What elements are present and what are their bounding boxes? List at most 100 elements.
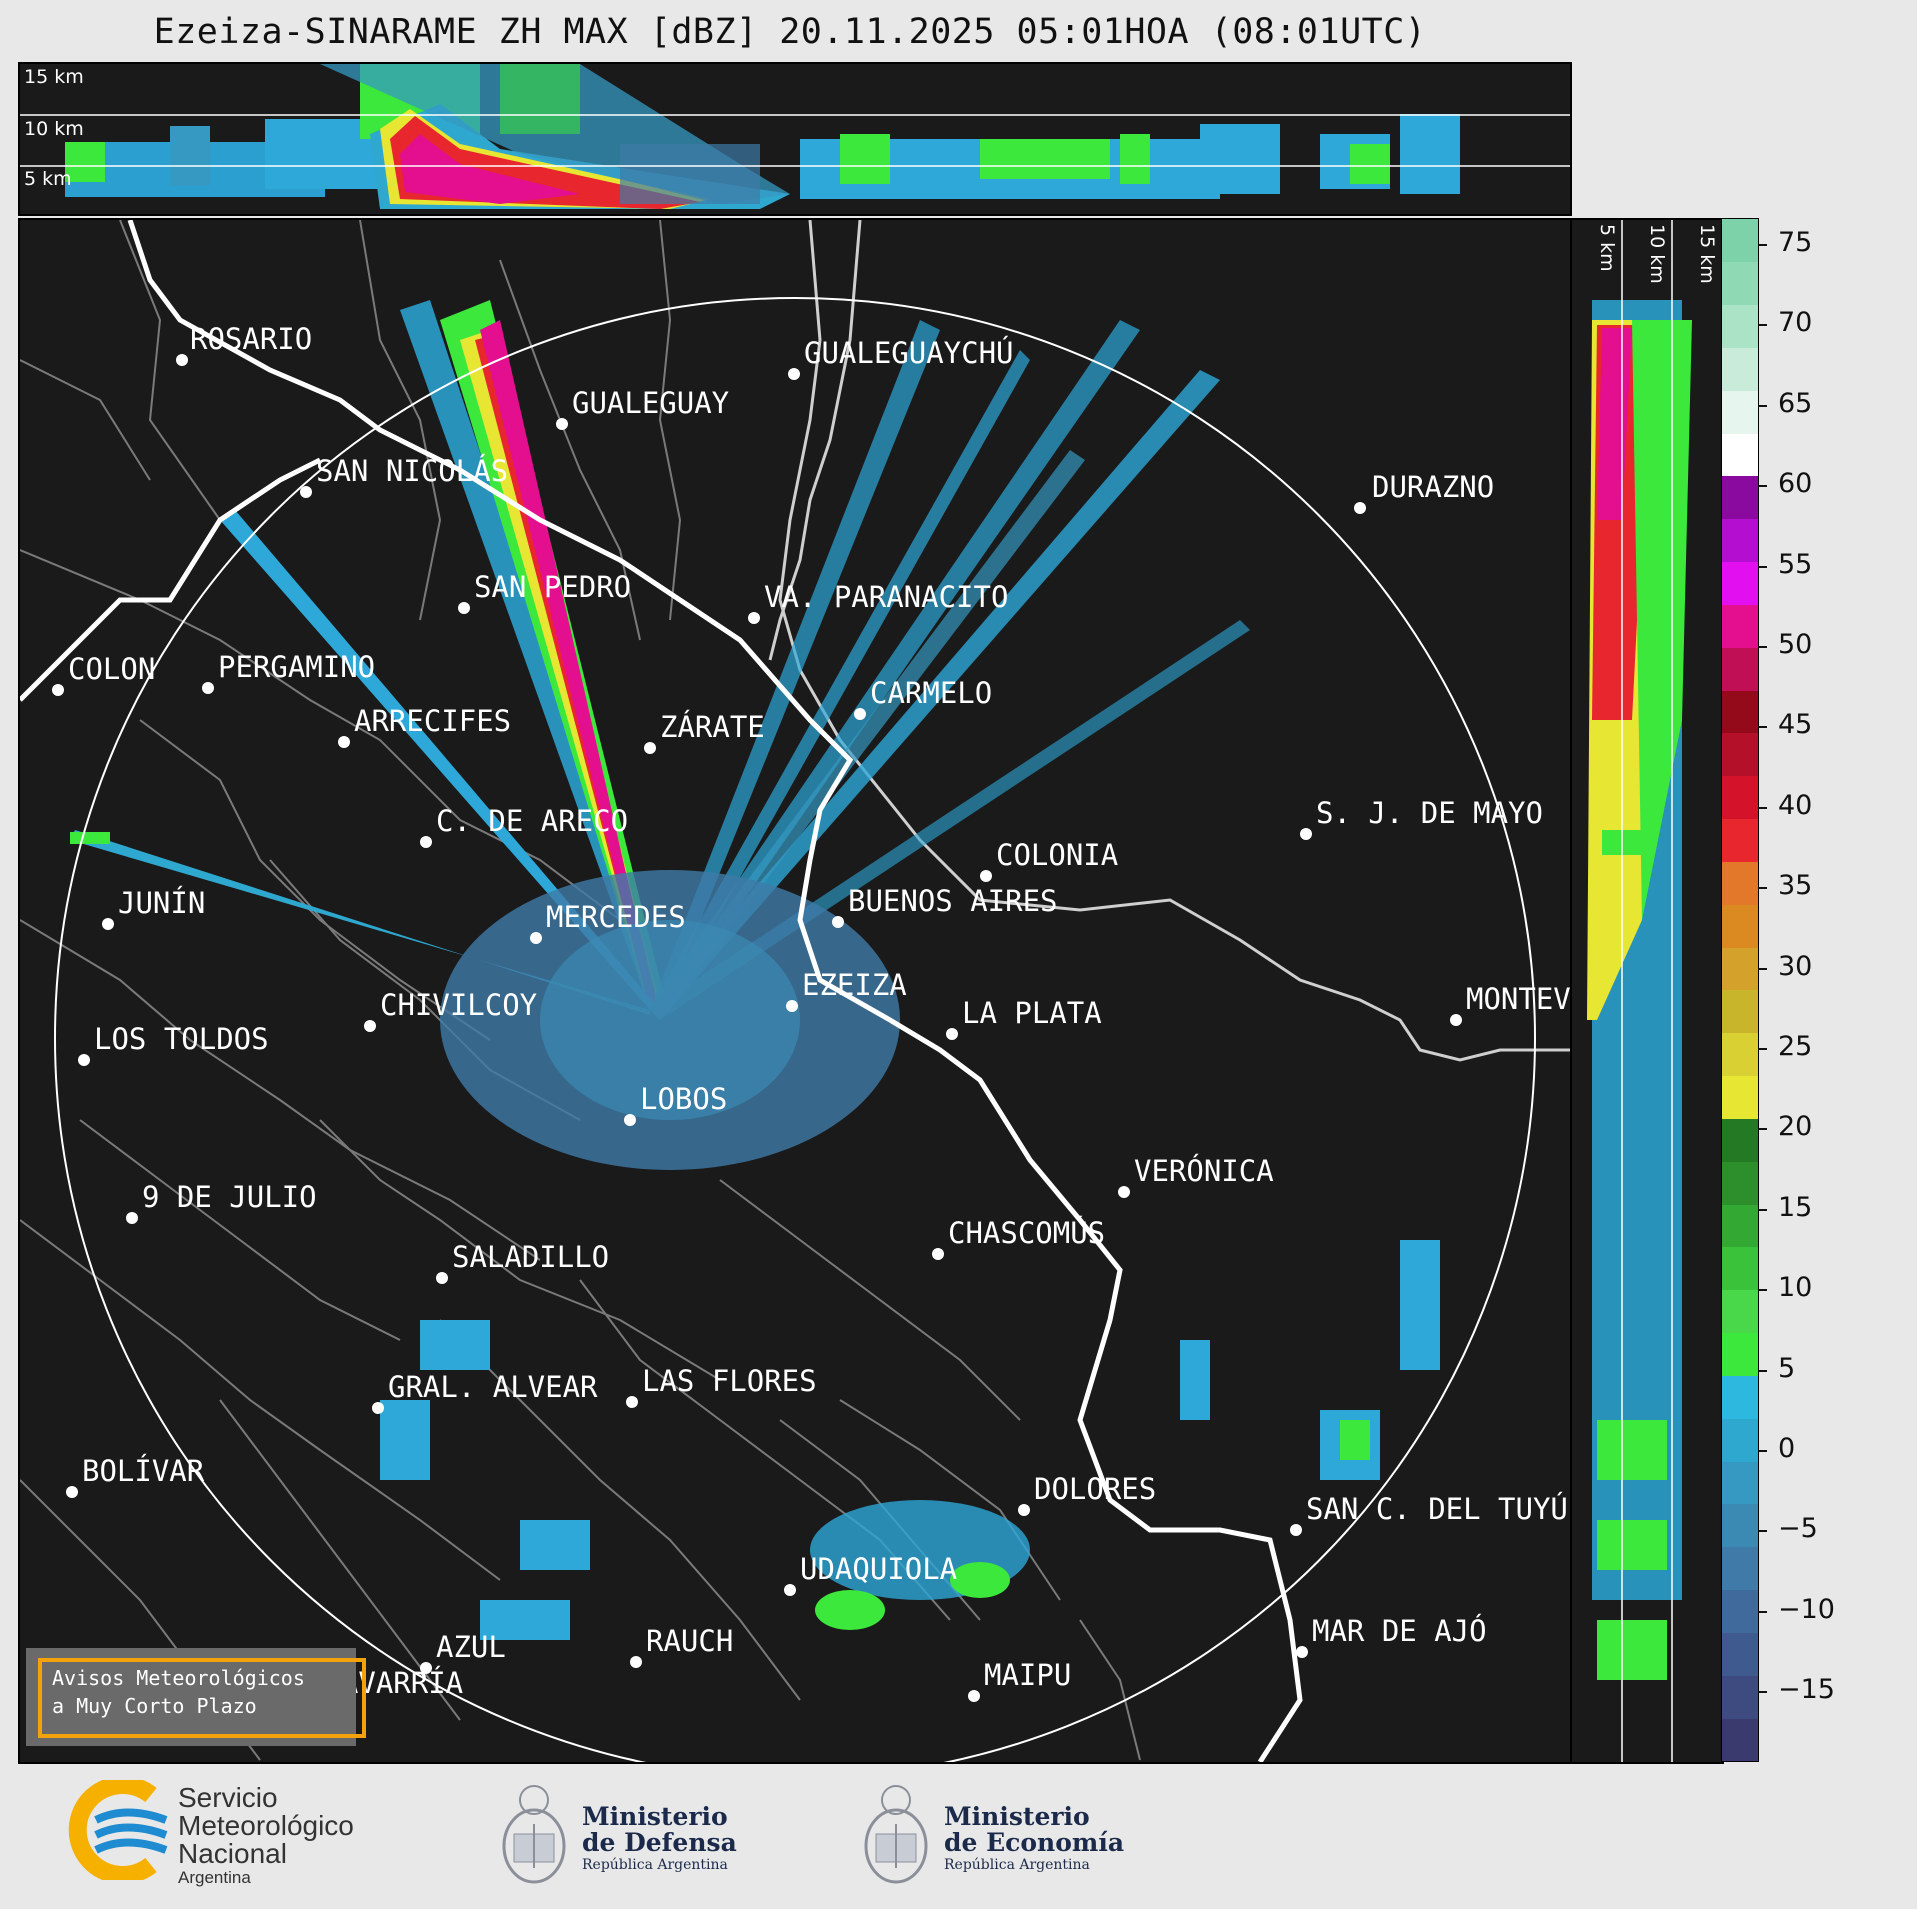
colorbar <box>1721 218 1759 1762</box>
city-label: LAS FLORES <box>642 1364 817 1398</box>
defensa-line3: República Argentina <box>582 1857 728 1873</box>
city-dot <box>626 1396 638 1408</box>
colorbar-segment <box>1722 476 1758 520</box>
city-label: S. J. DE MAYO <box>1316 796 1543 830</box>
colorbar-segment <box>1722 990 1758 1034</box>
range-ring <box>54 297 1536 1762</box>
page-title: Ezeiza-SINARAME ZH MAX [dBZ] 20.11.2025 … <box>153 12 1427 52</box>
city-dot <box>748 612 760 624</box>
city-label: MONTEV <box>1466 982 1571 1016</box>
colorbar-tick-label: 65 <box>1778 387 1813 419</box>
city-dot <box>1290 1524 1302 1536</box>
colorbar-tick-label: 70 <box>1778 307 1813 339</box>
warning-link[interactable]: Avisos Meteorológicos a Muy Corto Plazo <box>38 1658 366 1738</box>
colorbar-tick <box>1758 1530 1767 1533</box>
city-dot <box>946 1028 958 1040</box>
city-label: C. DE ARECO <box>436 804 629 838</box>
colorbar-segment <box>1722 433 1758 477</box>
economia-line3: República Argentina <box>944 1857 1090 1873</box>
colorbar-segment <box>1722 390 1758 434</box>
city-dot <box>202 682 214 694</box>
colorbar-tick-label: 0 <box>1778 1433 1796 1464</box>
side-cross-section-echoes <box>1587 220 1692 1762</box>
smn-line3: Nacional <box>178 1838 287 1869</box>
colorbar-segment <box>1722 561 1758 605</box>
city-dot <box>364 1020 376 1032</box>
city-label: SAN C. DEL TUYÚ <box>1306 1492 1568 1526</box>
city-dot <box>786 1000 798 1012</box>
city-dot <box>968 1690 980 1702</box>
colorbar-segment <box>1722 347 1758 391</box>
city-label: AZUL <box>436 1630 506 1664</box>
colorbar-tick <box>1758 887 1767 890</box>
city-label: ROSARIO <box>190 322 313 356</box>
city-dot <box>1018 1504 1030 1516</box>
city-dot <box>854 708 866 720</box>
colorbar-tick-label: 60 <box>1778 468 1813 500</box>
colorbar-tick-label: −15 <box>1778 1674 1835 1706</box>
city-dot <box>644 742 656 754</box>
city-dot <box>788 368 800 380</box>
radar-map: ROSARIO GUALEGUAYCHÚ GUALEGUAY SAN NICOL… <box>18 218 1572 1764</box>
city-dot <box>980 870 992 882</box>
city-dot <box>556 418 568 430</box>
border-line <box>127 220 1303 1762</box>
coat-of-arms-icon <box>864 1785 928 1884</box>
city-label: CHIVILCOY <box>380 988 538 1022</box>
city-label: BOLÍVAR <box>82 1454 205 1488</box>
colorbar-tick <box>1758 806 1767 809</box>
colorbar-segment <box>1722 1632 1758 1676</box>
city-label: RAUCH <box>646 1624 734 1658</box>
colorbar-tick-label: 10 <box>1778 1272 1813 1304</box>
colorbar-tick-label: 50 <box>1778 629 1813 660</box>
colorbar-segment <box>1722 261 1758 306</box>
city-label: ZÁRATE <box>660 710 765 744</box>
defensa-logo-text: Ministerio de Defensa República Argentin… <box>582 1804 737 1874</box>
city-dot <box>1118 1186 1130 1198</box>
colorbar-segment <box>1722 1118 1758 1162</box>
colorbar-tick <box>1758 1691 1767 1694</box>
colorbar-segment <box>1722 1289 1758 1334</box>
colorbar-segment <box>1722 733 1758 777</box>
radar-echoes <box>70 300 1440 1640</box>
city-label: BUENOS AIRES <box>848 884 1058 918</box>
colorbar-segment <box>1722 904 1758 948</box>
city-label: EZEIZA <box>802 968 907 1002</box>
city-dot <box>420 836 432 848</box>
city-label: VA. PARANACITO <box>764 580 1009 614</box>
city-dot <box>530 932 542 944</box>
colorbar-tick <box>1758 1208 1767 1211</box>
colorbar-segment <box>1722 1332 1758 1376</box>
city-label: MERCEDES <box>546 900 686 934</box>
colorbar-tick-label: 45 <box>1778 709 1813 741</box>
colorbar-segment <box>1722 1461 1758 1505</box>
coastline <box>768 220 1570 1062</box>
city-dot <box>436 1272 448 1284</box>
colorbar-segment <box>1722 1161 1758 1205</box>
city-dot <box>1300 828 1312 840</box>
smn-line4: Argentina <box>178 1868 251 1887</box>
city-label: LOBOS <box>640 1082 728 1116</box>
city-label: CHASCOMÚS <box>948 1216 1106 1250</box>
height-label-5km-side: 5 km <box>1596 224 1618 272</box>
colorbar-segment <box>1722 604 1758 648</box>
height-label-10km-side: 10 km <box>1646 224 1668 284</box>
colorbar-segment <box>1722 647 1758 691</box>
city-dot <box>624 1114 636 1126</box>
colorbar-tick-label: −5 <box>1778 1513 1818 1545</box>
colorbar-tick <box>1758 244 1767 246</box>
city-label: DURAZNO <box>1372 470 1495 504</box>
colorbar-tick <box>1758 324 1767 327</box>
smn-line1: Servicio <box>178 1782 278 1813</box>
colorbar-tick <box>1758 1450 1767 1452</box>
city-label: CARMELO <box>870 676 993 710</box>
colorbar-tick <box>1758 1610 1767 1613</box>
city-dot <box>176 354 188 366</box>
city-dot <box>420 1662 432 1674</box>
radar-map-layers <box>20 220 1570 1762</box>
city-label: SAN NICOLÁS <box>316 454 509 488</box>
city-label: LOS TOLDOS <box>94 1022 269 1056</box>
city-label: GUALEGUAY <box>572 386 730 420</box>
warning-box[interactable]: Avisos Meteorológicos a Muy Corto Plazo <box>26 1648 366 1746</box>
colorbar-segment <box>1722 861 1758 905</box>
